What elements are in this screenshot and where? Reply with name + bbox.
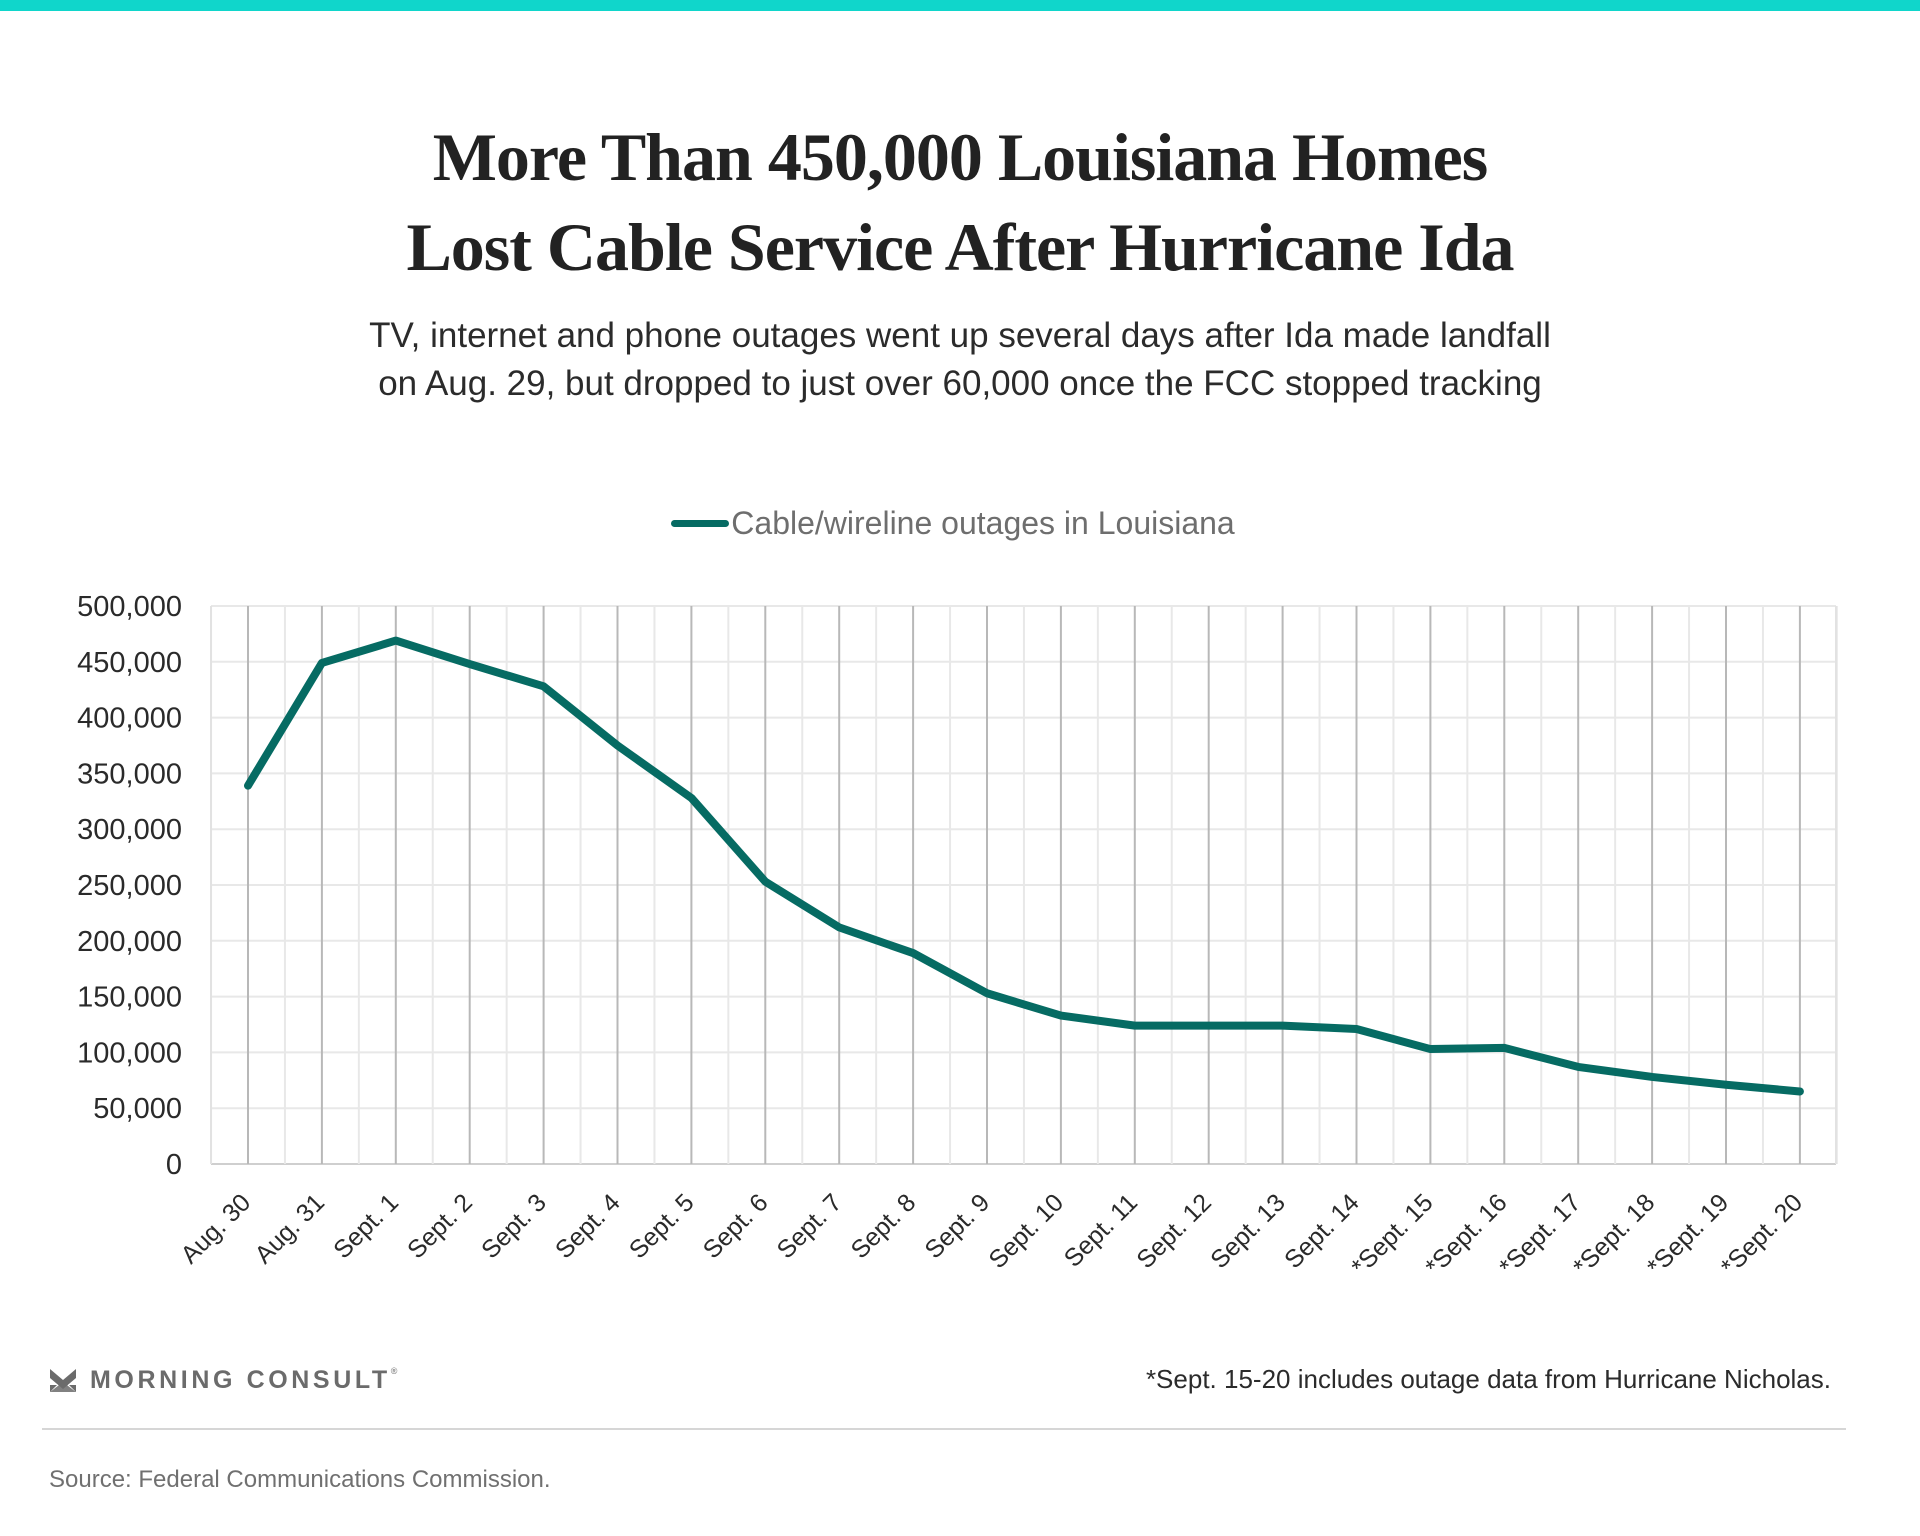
footnote: *Sept. 15-20 includes outage data from H… — [1145, 1364, 1831, 1394]
chart-title-line-2: Lost Cable Service After Hurricane Ida — [406, 209, 1514, 285]
source-note: Source: Federal Communications Commissio… — [49, 1466, 551, 1493]
grid-layer — [210, 605, 1838, 1165]
y-tick-label: 150,000 — [77, 982, 182, 1014]
series-layer — [244, 636, 1804, 1096]
y-tick-label: 250,000 — [77, 870, 182, 902]
y-tick-label: 0 — [166, 1149, 182, 1181]
chart-subtitle-line-1: TV, internet and phone outages went up s… — [369, 316, 1551, 355]
chart-title: More Than 450,000 Louisiana Homes Lost C… — [0, 112, 1920, 292]
x-tick-label: Sept. 8 — [846, 1188, 922, 1264]
line-chart: 0 50,000 100,000 150,000 200,000 250,000 300,0… — [77, 591, 1838, 1281]
series-line — [244, 636, 1804, 1096]
legend-line-swatch — [671, 519, 730, 527]
x-tick-label: Sept. 7 — [772, 1188, 848, 1264]
x-tick-label: Aug. 30 — [175, 1188, 256, 1269]
y-tick-label: 200,000 — [77, 926, 182, 958]
y-tick-label: 300,000 — [77, 814, 182, 846]
brand-name: MORNING CONSULT® — [90, 1366, 397, 1395]
y-tick-label: 400,000 — [77, 703, 182, 735]
morning-consult-logo: MORNING CONSULT® — [50, 1366, 397, 1395]
x-tick-label: *Sept. 20 — [1716, 1188, 1809, 1281]
y-tick-label: 100,000 — [77, 1037, 182, 1069]
x-tick-label: Aug. 31 — [249, 1188, 330, 1269]
chart-subtitle-line-2: on Aug. 29, but dropped to just over 60,… — [378, 364, 1542, 403]
x-tick-label: Sept. 11 — [1059, 1188, 1143, 1272]
x-tick-label: Sept. 5 — [624, 1188, 700, 1264]
chart-title-line-1: More Than 450,000 Louisiana Homes — [432, 119, 1489, 195]
x-tick-label: Sept. 2 — [402, 1188, 478, 1264]
x-tick-label: Sept. 12 — [1131, 1188, 1217, 1274]
footer-divider — [42, 1428, 1846, 1430]
x-tick-label: Sept. 1 — [328, 1188, 404, 1264]
chart-legend: Cable/wireline outages in Louisiana — [0, 500, 1920, 546]
x-tick-label: Sept. 3 — [476, 1188, 552, 1264]
morning-consult-chevron-icon — [50, 1368, 76, 1392]
accent-top-bar — [0, 0, 1920, 11]
chart-subtitle: TV, internet and phone outages went up s… — [0, 312, 1920, 408]
y-tick-label: 450,000 — [77, 647, 182, 679]
y-tick-label: 350,000 — [77, 758, 182, 790]
x-tick-label: Sept. 10 — [983, 1188, 1069, 1274]
x-tick-label: Sept. 6 — [698, 1188, 774, 1264]
registered-mark: ® — [390, 1366, 398, 1376]
y-tick-label: 50,000 — [93, 1093, 182, 1125]
x-tick-label: Sept. 13 — [1205, 1188, 1291, 1274]
brand-text: MORNING CONSULT — [90, 1366, 391, 1394]
legend-label: Cable/wireline outages in Louisiana — [731, 504, 1235, 541]
y-axis-ticks: 0 50,000 100,000 150,000 200,000 250,000 300,0… — [77, 591, 182, 1181]
x-tick-label: Sept. 4 — [550, 1188, 626, 1264]
y-tick-label: 500,000 — [77, 591, 182, 623]
